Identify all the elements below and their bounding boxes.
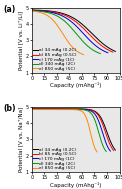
e) 850 mAg (5C) (39, 108, 40, 111)
e) 850 mAg (5C) (78, 109, 80, 111)
Line: a) 34 mAg (0.2C): a) 34 mAg (0.2C) (32, 10, 115, 51)
e) 850 mAg (5C) (52, 108, 54, 111)
c) 170 mAg (1C) (62, 108, 64, 110)
Y-axis label: Potential [V vs. Na⁺/Na]: Potential [V vs. Na⁺/Na] (18, 107, 23, 172)
Text: (a): (a) (4, 5, 16, 14)
c) 170 mAg (1C) (86, 36, 88, 39)
c) 170 mAg (1C) (56, 12, 57, 15)
c) 170 mAg (1C) (107, 52, 109, 54)
a) 34 mAg (0.2C) (41, 9, 42, 12)
e) 850 mAg (5C) (48, 15, 49, 17)
Line: d) 340 mAg (2C): d) 340 mAg (2C) (32, 11, 100, 53)
d) 340 mAg (2C) (105, 150, 107, 153)
b) 85 mAg (0.5C) (31, 108, 32, 110)
Line: b) 85 mAg (0.5C): b) 85 mAg (0.5C) (32, 109, 114, 151)
b) 85 mAg (0.5C) (57, 12, 59, 14)
b) 85 mAg (0.5C) (90, 34, 91, 36)
b) 85 mAg (0.5C) (91, 109, 92, 111)
a) 34 mAg (0.2C) (58, 108, 60, 110)
a) 34 mAg (0.2C) (84, 108, 85, 110)
X-axis label: Capacity (mAhg⁻¹): Capacity (mAhg⁻¹) (50, 82, 101, 88)
e) 850 mAg (5C) (78, 109, 80, 111)
e) 850 mAg (5C) (83, 53, 84, 56)
a) 34 mAg (0.2C) (31, 108, 32, 110)
c) 170 mAg (1C) (79, 28, 80, 31)
d) 340 mAg (2C) (58, 16, 60, 18)
d) 340 mAg (2C) (61, 108, 62, 111)
b) 85 mAg (0.5C) (83, 108, 84, 110)
b) 85 mAg (0.5C) (58, 108, 59, 110)
b) 85 mAg (0.5C) (113, 149, 114, 152)
Line: c) 170 mAg (1C): c) 170 mAg (1C) (32, 10, 108, 53)
c) 170 mAg (1C) (80, 108, 82, 110)
b) 85 mAg (0.5C) (41, 108, 42, 110)
a) 34 mAg (0.2C) (115, 50, 116, 53)
c) 170 mAg (1C) (110, 150, 111, 152)
c) 170 mAg (1C) (57, 108, 58, 110)
c) 170 mAg (1C) (31, 108, 32, 110)
Line: e) 850 mAg (5C): e) 850 mAg (5C) (32, 109, 97, 152)
e) 850 mAg (5C) (64, 35, 65, 37)
Y-axis label: Potential [V vs. Li⁺/Li]: Potential [V vs. Li⁺/Li] (18, 11, 23, 70)
a) 34 mAg (0.2C) (64, 108, 66, 110)
d) 340 mAg (2C) (40, 108, 41, 111)
b) 85 mAg (0.5C) (90, 109, 92, 111)
Legend: a) 34 mAg (0.2C), b) 85 mAg (0.5C), c) 170 mAg (1C), d) 340 mAg (2C), e) 850 mAg: a) 34 mAg (0.2C), b) 85 mAg (0.5C), c) 1… (33, 147, 77, 171)
e) 850 mAg (5C) (31, 10, 32, 12)
b) 85 mAg (0.5C) (31, 9, 32, 11)
d) 340 mAg (2C) (81, 39, 82, 41)
d) 340 mAg (2C) (81, 38, 82, 41)
Line: b) 85 mAg (0.5C): b) 85 mAg (0.5C) (32, 10, 113, 52)
d) 340 mAg (2C) (53, 13, 55, 16)
a) 34 mAg (0.2C) (41, 108, 42, 110)
d) 340 mAg (2C) (55, 108, 57, 111)
b) 85 mAg (0.5C) (112, 51, 114, 53)
c) 170 mAg (1C) (31, 9, 32, 12)
e) 850 mAg (5C) (72, 108, 73, 111)
Legend: a) 34 mAg (0.2C), b) 85 mAg (0.5C), c) 170 mAg (1C), d) 340 mAg (2C), e) 850 mAg: a) 34 mAg (0.2C), b) 85 mAg (0.5C), c) 1… (33, 48, 77, 71)
d) 340 mAg (2C) (39, 10, 41, 12)
c) 170 mAg (1C) (86, 36, 87, 38)
Line: a) 34 mAg (0.2C): a) 34 mAg (0.2C) (32, 109, 115, 150)
a) 34 mAg (0.2C) (91, 33, 93, 35)
Line: d) 340 mAg (2C): d) 340 mAg (2C) (32, 109, 106, 151)
e) 850 mAg (5C) (37, 11, 39, 13)
a) 34 mAg (0.2C) (31, 9, 32, 11)
c) 170 mAg (1C) (61, 15, 63, 17)
b) 85 mAg (0.5C) (82, 27, 83, 29)
b) 85 mAg (0.5C) (63, 14, 65, 16)
d) 340 mAg (2C) (31, 108, 32, 111)
e) 850 mAg (5C) (51, 18, 53, 21)
b) 85 mAg (0.5C) (90, 35, 91, 37)
d) 340 mAg (2C) (31, 9, 32, 12)
e) 850 mAg (5C) (57, 108, 58, 111)
a) 34 mAg (0.2C) (64, 13, 66, 15)
d) 340 mAg (2C) (85, 109, 87, 111)
b) 85 mAg (0.5C) (41, 9, 42, 12)
a) 34 mAg (0.2C) (58, 11, 60, 14)
a) 34 mAg (0.2C) (115, 149, 116, 151)
e) 850 mAg (5C) (68, 42, 70, 44)
Line: e) 850 mAg (5C): e) 850 mAg (5C) (32, 11, 84, 55)
a) 34 mAg (0.2C) (92, 109, 93, 112)
b) 85 mAg (0.5C) (63, 108, 65, 110)
e) 850 mAg (5C) (96, 151, 98, 153)
e) 850 mAg (5C) (31, 108, 32, 111)
a) 34 mAg (0.2C) (91, 109, 93, 111)
d) 340 mAg (2C) (74, 31, 76, 33)
c) 170 mAg (1C) (88, 109, 90, 111)
c) 170 mAg (1C) (88, 109, 89, 111)
d) 340 mAg (2C) (100, 52, 101, 55)
e) 850 mAg (5C) (69, 43, 70, 45)
a) 34 mAg (0.2C) (84, 25, 85, 27)
a) 34 mAg (0.2C) (92, 33, 93, 35)
Line: c) 170 mAg (1C): c) 170 mAg (1C) (32, 109, 110, 151)
d) 340 mAg (2C) (85, 109, 86, 111)
c) 170 mAg (1C) (40, 10, 42, 12)
X-axis label: Capacity (mAhg⁻¹): Capacity (mAhg⁻¹) (50, 182, 101, 187)
Text: (b): (b) (4, 104, 16, 113)
c) 170 mAg (1C) (41, 108, 42, 110)
d) 340 mAg (2C) (78, 108, 79, 111)
